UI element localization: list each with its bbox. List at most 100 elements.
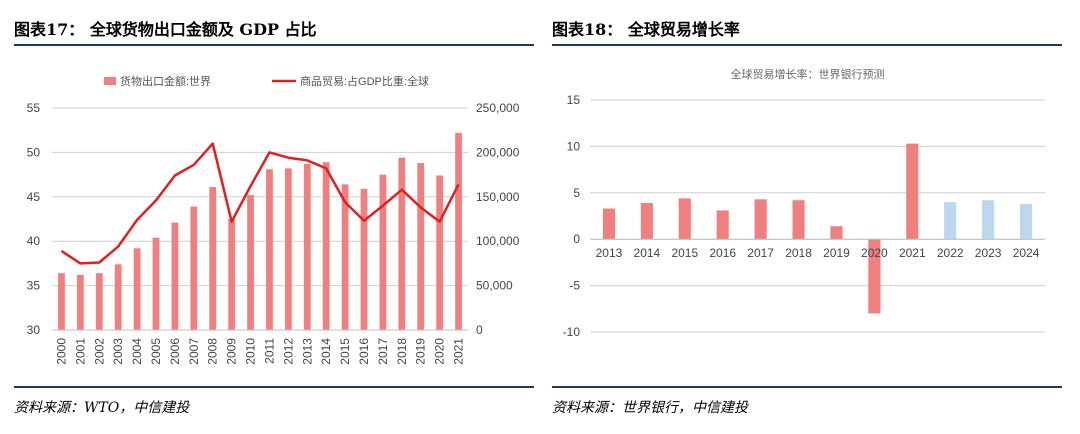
bar — [868, 239, 881, 314]
y-left-tick-label: 50 — [27, 145, 41, 159]
x-tick-label: 2024 — [1013, 246, 1040, 260]
bar — [284, 168, 292, 330]
bar — [322, 162, 330, 330]
bar — [944, 202, 957, 240]
x-tick-label: 2017 — [747, 246, 774, 260]
left-source-rule — [14, 386, 534, 388]
left-title-rule — [14, 44, 534, 46]
y-tick-label: 15 — [567, 93, 581, 107]
x-tick-label: 2014 — [319, 338, 333, 365]
x-tick-label: 2016 — [357, 338, 371, 365]
x-tick-label: 2004 — [130, 338, 144, 365]
series-line — [60, 142, 460, 265]
bar — [114, 264, 122, 330]
x-tick-label: 2019 — [823, 246, 850, 260]
bar — [640, 203, 653, 240]
y-right-tick-label: 200,000 — [476, 145, 520, 159]
bar — [754, 199, 767, 240]
y-tick-label: 10 — [567, 139, 581, 153]
y-right-tick-label: 50,000 — [476, 279, 513, 293]
x-tick-label: 2007 — [187, 338, 201, 365]
bar — [1019, 203, 1033, 240]
y-tick-label: 5 — [573, 186, 580, 200]
legend-bar-swatch — [104, 77, 116, 85]
bar — [792, 200, 805, 240]
y-left-tick-label: 45 — [27, 190, 41, 204]
bar — [678, 198, 691, 240]
x-tick-label: 2013 — [596, 246, 623, 260]
x-tick-label: 2009 — [225, 338, 239, 365]
bar — [982, 200, 995, 240]
bar — [266, 169, 273, 330]
x-tick-label: 2013 — [300, 338, 314, 365]
left-source: 资料来源：WTO，中信建投 — [14, 400, 190, 416]
x-tick-label: 2017 — [376, 338, 390, 365]
y-tick-label: -5 — [569, 279, 580, 293]
bar — [906, 143, 919, 240]
chart-title: 全球贸易增长率：世界银行预测 — [731, 67, 885, 81]
right-source: 资料来源：世界银行，中信建投 — [552, 400, 748, 416]
y-right-tick-label: 150,000 — [476, 190, 520, 204]
right-chart: 全球贸易增长率：世界银行预测 15 10 5 0 -5 -10 2013 2014 2015 201… — [563, 67, 1045, 339]
right-figure-title: 图表18： 全球贸易增长率 — [552, 20, 740, 39]
x-tick-label: 2001 — [73, 338, 87, 365]
x-tick-label: 2012 — [281, 338, 295, 365]
bar — [133, 248, 141, 330]
bar — [455, 132, 462, 330]
x-tick-label: 2022 — [937, 246, 964, 260]
y-right-tick-label: 100,000 — [476, 234, 520, 248]
x-tick-label: 2006 — [168, 338, 182, 365]
x-tick-label: 2014 — [634, 246, 661, 260]
bar — [228, 219, 236, 330]
bar — [602, 208, 616, 240]
bar — [341, 184, 349, 330]
x-tick-label: 2018 — [395, 338, 409, 365]
right-source-rule — [552, 386, 1062, 388]
y-tick-label: -10 — [563, 325, 581, 339]
x-tick-label: 2015 — [671, 246, 698, 260]
bar — [360, 188, 368, 330]
bar — [58, 273, 65, 330]
bar — [247, 195, 254, 330]
bar — [171, 222, 179, 330]
y-left-tick-label: 35 — [27, 279, 41, 293]
x-tick-label: 2002 — [92, 338, 106, 365]
y-left-tick-label: 40 — [27, 234, 41, 248]
bar — [190, 206, 198, 330]
y-left-tick-label: 55 — [27, 101, 41, 115]
x-tick-label: 2003 — [111, 338, 125, 365]
right-title-rule — [552, 44, 1062, 46]
x-tick-label: 2023 — [975, 246, 1002, 260]
bar — [152, 237, 160, 330]
y-tick-label: 0 — [573, 232, 580, 246]
left-figure-title: 图表17： 全球货物出口金额及 GDP 占比 — [14, 20, 317, 39]
x-tick-label: 2020 — [861, 246, 888, 260]
y-left-tick-label: 30 — [27, 323, 41, 337]
bar — [303, 163, 311, 330]
legend-bar-label: 货物出口金额:世界 — [120, 74, 211, 88]
bar — [830, 226, 843, 240]
bar — [379, 174, 387, 330]
bar — [436, 175, 444, 330]
x-tick-label: 2021 — [452, 338, 466, 365]
x-tick-label: 2015 — [338, 338, 352, 365]
left-chart: 货物出口金额:世界 商品贸易:占GDP比重:全球 55 50 45 40 35 30 250,0… — [27, 74, 520, 365]
x-tick-label: 2011 — [262, 338, 276, 364]
y-right-tick-label: 250,000 — [476, 101, 520, 115]
bar — [716, 210, 729, 240]
x-tick-label: 2019 — [414, 338, 428, 365]
bar — [209, 187, 217, 330]
x-tick-label: 2010 — [244, 338, 258, 365]
y-right-tick-label: 0 — [476, 323, 483, 337]
bar — [417, 163, 425, 330]
x-tick-label: 2008 — [206, 338, 220, 365]
bar — [76, 274, 84, 330]
legend-line-label: 商品贸易:占GDP比重:全球 — [300, 74, 429, 88]
x-tick-label: 2016 — [709, 246, 736, 260]
x-tick-label: 2018 — [785, 246, 812, 260]
x-tick-label: 2020 — [433, 338, 447, 365]
bar — [398, 157, 406, 330]
x-tick-label: 2000 — [54, 338, 68, 365]
x-tick-label: 2005 — [149, 338, 163, 365]
x-tick-label: 2021 — [899, 246, 926, 260]
